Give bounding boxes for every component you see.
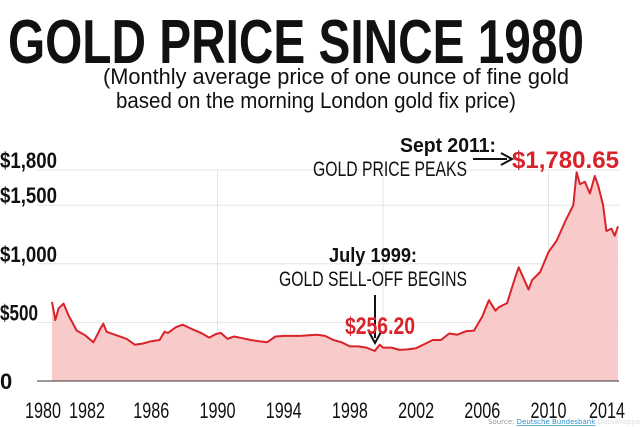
credit-label: Datawrapper: [598, 418, 640, 426]
price-line: [51, 171, 619, 352]
selloff-annotation-heading: July 1999:: [329, 245, 417, 267]
x-tick-label: 1998: [332, 398, 368, 423]
x-tick-label: 2010: [531, 398, 567, 423]
x-tick-label: 2014: [589, 398, 625, 423]
source-link[interactable]: Deutsche Bundesbank: [517, 418, 597, 426]
x-axis: 1980 1982 1986 1990 1994 1998 2002 2006 2010 2014: [25, 398, 625, 423]
chart-subtitle-line-2: based on the morning London gold fix pri…: [116, 88, 516, 113]
x-tick-label: 1982: [69, 398, 105, 423]
x-tick-label: 1986: [133, 398, 169, 423]
source-text: Source: Deutsche Bundesbank Datawrapper: [488, 418, 640, 426]
x-tick-label: 1994: [266, 398, 302, 423]
y-tick-label: $1,500: [0, 183, 57, 208]
source-label: Source:: [488, 418, 514, 426]
y-axis: $1,800 $1,500 $1,000 $500 0: [0, 148, 57, 394]
chart-subtitle-line-1: (Monthly average price of one ounce of f…: [103, 64, 569, 89]
chart-title: GOLD PRICE SINCE 1980: [8, 8, 584, 77]
x-tick-label: 1980: [25, 398, 61, 423]
y-tick-label: $1,000: [0, 242, 57, 267]
y-tick-label: $1,800: [0, 148, 57, 173]
selloff-annotation-text: GOLD SELL-OFF BEGINS: [279, 268, 467, 291]
x-tick-label: 1990: [200, 398, 236, 423]
peak-annotation-heading: Sept 2011:: [400, 135, 496, 157]
selloff-value-label: $256.20: [345, 313, 415, 340]
price-area: [52, 172, 619, 381]
peak-annotation-text: GOLD PRICE PEAKS: [313, 158, 467, 181]
down-arrow-icon: [368, 295, 382, 346]
y-tick-label: $500: [0, 300, 38, 325]
peak-value-label: $1,780.65: [512, 147, 619, 174]
x-tick-label: 2006: [464, 398, 500, 423]
y-tick-label: 0: [0, 369, 12, 394]
right-arrow-icon: [473, 152, 515, 166]
x-tick-label: 2002: [398, 398, 434, 423]
